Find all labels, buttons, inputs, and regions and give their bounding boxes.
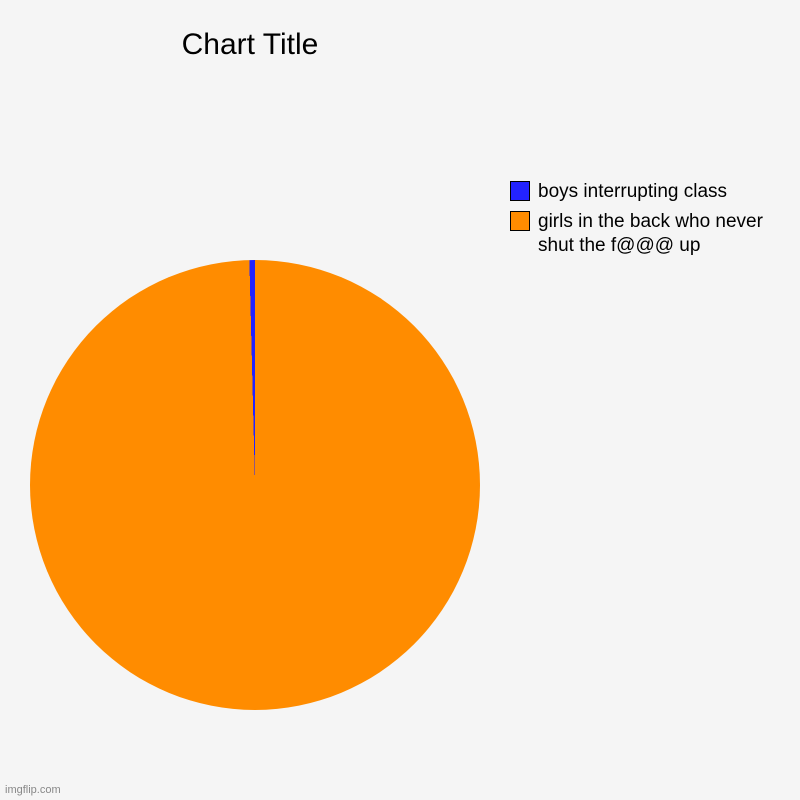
legend-label: boys interrupting class: [538, 180, 727, 204]
pie-chart: [30, 260, 480, 710]
legend: boys interrupting class girls in the bac…: [510, 180, 790, 263]
legend-label: girls in the back who never shut the f@@…: [538, 210, 788, 258]
legend-swatch: [510, 181, 530, 201]
legend-item: boys interrupting class: [510, 180, 790, 204]
chart-title: Chart Title: [0, 28, 500, 62]
pie-graphic: [30, 260, 480, 710]
watermark: imgflip.com: [5, 784, 61, 796]
legend-item: girls in the back who never shut the f@@…: [510, 210, 790, 258]
legend-swatch: [510, 211, 530, 231]
